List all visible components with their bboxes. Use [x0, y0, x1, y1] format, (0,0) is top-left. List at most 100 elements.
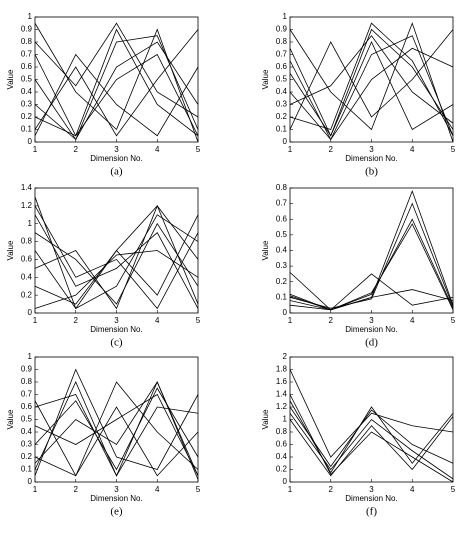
panel-caption: (f) — [366, 506, 377, 518]
panel-caption: (b) — [365, 166, 378, 178]
data-line — [34, 394, 199, 477]
y-tick-label: 0.8 — [276, 427, 288, 436]
y-tick-label: 0.2 — [276, 277, 288, 286]
y-tick-label: 0.1 — [276, 292, 288, 301]
x-axis-label: Dimension No. — [90, 154, 142, 163]
data-line — [34, 214, 199, 305]
data-line — [289, 29, 454, 130]
data-line — [34, 53, 199, 137]
panel-caption: (c) — [110, 337, 123, 349]
x-tick-label: 5 — [196, 485, 201, 494]
y-tick-label: 0.3 — [276, 100, 288, 109]
x-tick-label: 2 — [329, 485, 334, 494]
data-line — [289, 41, 454, 137]
data-line — [34, 387, 199, 471]
x-tick-label: 2 — [74, 485, 79, 494]
y-tick-label: 0.6 — [276, 62, 288, 71]
x-tick-label: 5 — [196, 145, 201, 154]
data-line — [34, 214, 199, 309]
y-tick-label: 1.2 — [276, 402, 288, 411]
y-tick-label: 0.6 — [21, 62, 33, 71]
x-tick-label: 5 — [451, 316, 456, 325]
y-tick-label: 0.8 — [21, 237, 33, 246]
y-tick-label: 0.5 — [276, 230, 288, 239]
data-line — [34, 22, 199, 118]
data-line — [34, 381, 199, 480]
y-tick-label: 0.7 — [276, 199, 288, 208]
y-tick-label: 0.5 — [21, 415, 33, 424]
data-line — [289, 218, 454, 311]
data-line — [34, 23, 199, 143]
y-tick-label: 0 — [283, 137, 288, 146]
data-line — [289, 28, 454, 137]
y-tick-label: 0.9 — [21, 365, 33, 374]
data-line — [34, 29, 199, 137]
x-tick-label: 1 — [33, 145, 38, 154]
y-tick-label: 0.6 — [21, 255, 33, 264]
y-tick-label: 0.6 — [21, 402, 33, 411]
y-tick-label: 0.8 — [21, 377, 33, 386]
y-tick-label: 0.4 — [21, 272, 33, 281]
data-line — [289, 47, 454, 141]
data-line — [289, 413, 454, 480]
y-tick-label: 0.1 — [21, 125, 33, 134]
data-line — [34, 214, 199, 310]
data-line — [34, 380, 199, 477]
y-axis-label: Value — [261, 240, 270, 260]
x-tick-label: 4 — [155, 485, 160, 494]
y-tick-label: 1 — [28, 12, 33, 21]
data-line — [289, 394, 454, 483]
y-tick-label: 0.7 — [21, 50, 33, 59]
x-tick-label: 3 — [369, 485, 374, 494]
y-tick-label: 0.3 — [21, 100, 33, 109]
y-tick-label: 0.1 — [21, 465, 33, 474]
panel-caption: (a) — [110, 166, 123, 178]
data-line — [34, 381, 199, 477]
y-tick-label: 2 — [283, 352, 288, 361]
data-line — [289, 35, 454, 124]
y-tick-label: 0 — [28, 308, 33, 317]
y-axis-label: Value — [261, 69, 270, 89]
x-tick-label: 3 — [114, 316, 119, 325]
data-line — [34, 400, 199, 477]
data-line — [34, 196, 199, 310]
x-tick-label: 2 — [329, 316, 334, 325]
y-tick-label: 1 — [28, 352, 33, 361]
data-line — [34, 250, 199, 309]
y-tick-label: 1.8 — [276, 365, 288, 374]
x-tick-label: 3 — [369, 316, 374, 325]
y-tick-label: 1 — [28, 219, 33, 228]
data-line — [289, 272, 454, 311]
y-tick-label: 1 — [283, 415, 288, 424]
panel-caption: (e) — [110, 506, 123, 518]
y-axis-label: Value — [6, 409, 15, 429]
data-line — [289, 22, 454, 136]
x-tick-label: 5 — [451, 145, 456, 154]
x-tick-label: 4 — [410, 316, 415, 325]
data-line — [289, 273, 454, 311]
x-tick-label: 4 — [410, 145, 415, 154]
y-tick-label: 1.4 — [21, 183, 33, 192]
x-tick-label: 4 — [155, 145, 160, 154]
data-line — [34, 53, 199, 137]
x-tick-label: 2 — [329, 145, 334, 154]
y-tick-label: 1.6 — [276, 377, 288, 386]
y-tick-label: 0.2 — [21, 112, 33, 121]
y-axis-label: Value — [6, 240, 15, 260]
y-axis-label: Value — [6, 69, 15, 89]
y-tick-label: 0.4 — [21, 87, 33, 96]
y-tick-label: 0.8 — [21, 37, 33, 46]
y-tick-label: 0.9 — [21, 25, 33, 34]
y-tick-label: 0 — [28, 137, 33, 146]
y-tick-label: 0.6 — [276, 214, 288, 223]
data-line — [289, 223, 454, 311]
x-tick-label: 3 — [114, 145, 119, 154]
x-axis-label: Dimension No. — [90, 494, 142, 503]
y-tick-label: 0.4 — [276, 87, 288, 96]
y-tick-label: 0 — [28, 477, 33, 486]
x-tick-label: 2 — [74, 316, 79, 325]
data-line — [34, 28, 199, 137]
y-tick-label: 0.3 — [21, 440, 33, 449]
data-line — [34, 41, 199, 141]
